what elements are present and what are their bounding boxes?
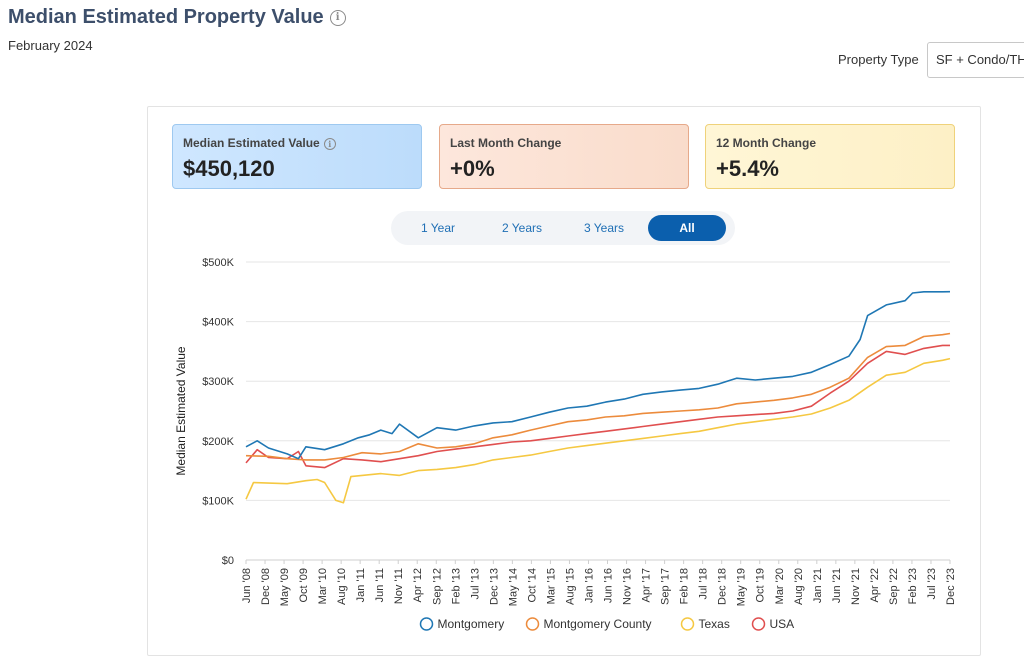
series-line-texas [245,357,951,504]
last-month-value: +0% [450,156,495,181]
last-month-label: Last Month Change [450,136,562,150]
x-tick-label: Mar '15 [545,568,557,604]
x-tick-label: Oct '19 [755,568,767,603]
x-tick-label: Nov '11 [393,568,405,604]
twelve-month-card: 12 Month Change +5.4% [705,124,955,189]
x-tick-label: Jul '13 [469,568,481,599]
x-tick-label: Jun '16 [603,568,615,603]
page-title-text: Median Estimated Property Value [8,6,324,28]
median-value-card: Median Estimated Value i $450,120 [172,124,422,189]
info-icon[interactable]: i [329,10,346,26]
series-line-usa [245,344,950,469]
property-type-label: Property Type [838,52,919,67]
y-axis-label: Median Estimated Value [174,346,188,476]
x-tick-label: Jan '16 [583,568,595,603]
x-tick-label: Aug '15 [564,568,576,605]
x-tick-label: May '14 [507,568,519,606]
x-tick-label: Feb '18 [679,568,691,604]
x-tick-label: Nov '21 [850,568,862,605]
property-type-select[interactable]: SF + Condo/TH [927,42,1024,78]
twelve-month-label: 12 Month Change [716,136,817,150]
x-tick-label: Sep '22 [888,568,900,605]
tab-1-year[interactable]: 1 Year [420,221,456,235]
twelve-month-value: +5.4% [716,156,779,181]
x-tick-label: Jun '21 [831,568,843,603]
legend-marker [419,617,434,631]
x-tick-label: Oct '09 [298,568,310,603]
legend-label: Texas [699,617,730,631]
x-tick-label: Aug '10 [336,568,348,605]
legend-label: USA [770,617,795,631]
tab-3-years[interactable]: 3 Years [583,221,625,235]
y-tick-label: $200K [202,436,234,448]
x-tick-label: May '19 [736,568,748,606]
y-tick-label: $300K [202,376,234,388]
last-month-card: Last Month Change +0% [439,124,689,189]
page-title: Median Estimated Property Value i [8,6,346,29]
x-tick-label: Jun '11 [374,568,386,602]
y-tick-label: $100K [202,495,234,507]
x-tick-label: Mar '10 [317,568,329,604]
tab-2-years[interactable]: 2 Years [501,221,543,235]
tab-all[interactable]: All [648,215,726,241]
chart-panel: Median Estimated Value i $450,120 Last Mo… [147,106,981,656]
x-tick-label: Jan '21 [812,568,824,603]
x-tick-label: Aug '20 [793,568,805,605]
x-tick-label: Jan '11 [355,568,367,602]
x-tick-label: Dec '23 [945,568,957,605]
x-tick-label: May '09 [279,568,291,606]
x-tick-label: Sep '12 [431,568,443,605]
x-tick-label: Apr '22 [869,568,881,603]
series-line-montgomery [245,290,951,460]
x-tick-label: Feb '13 [450,568,462,604]
legend-label: Montgomery County [544,617,652,631]
series-line-montgomery-county [245,332,951,461]
median-value: $450,120 [183,156,275,181]
x-tick-label: Nov '16 [622,568,634,605]
x-tick-label: Mar '20 [774,568,786,604]
page-subtitle: February 2024 [8,38,93,53]
median-value-label: Median Estimated Value i [183,136,411,150]
range-tabs: 1 Year 2 Years 3 Years All [391,211,735,245]
legend-marker [751,617,766,631]
x-tick-label: Sep '17 [660,568,672,605]
legend-marker [680,617,695,631]
y-tick-label: $0 [222,555,234,567]
x-tick-label: Jul '23 [926,568,938,599]
x-tick-label: Dec '18 [717,568,729,605]
line-chart: $0 $100K $200K $300K $400K $500K Median Estima… [174,257,957,631]
x-tick-label: Dec '13 [488,568,500,605]
median-value-label-text: Median Estimated Value [183,136,320,150]
x-tick-label: Apr '17 [641,568,653,603]
x-tick-label: Jul '18 [698,568,710,599]
x-tick-label: Jun '08 [241,568,253,603]
legend-marker [525,617,540,631]
y-tick-label: $500K [202,257,234,269]
x-tick-label: Dec '08 [260,568,272,605]
x-tick-label: Oct '14 [526,568,538,603]
info-icon[interactable]: i [323,138,336,150]
legend-label: Montgomery [438,617,505,631]
y-tick-label: $400K [202,317,234,329]
x-tick-label: Feb '23 [907,568,919,604]
x-tick-label: Apr '12 [412,568,424,603]
